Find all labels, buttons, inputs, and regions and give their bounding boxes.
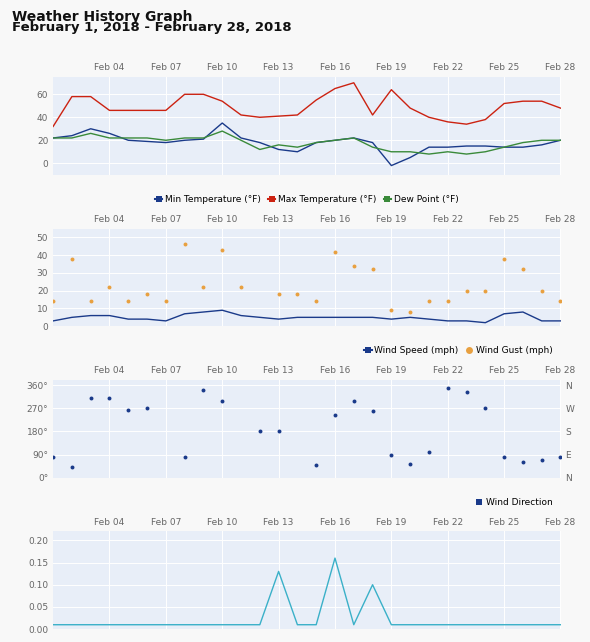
Point <box>218 395 227 406</box>
Point <box>180 452 189 462</box>
Point <box>556 296 565 306</box>
Point <box>443 296 453 306</box>
Point <box>67 254 77 264</box>
Point <box>499 254 509 264</box>
Point <box>161 296 171 306</box>
Point <box>386 449 396 460</box>
Point <box>199 385 208 395</box>
Point <box>424 296 434 306</box>
Point <box>405 307 415 317</box>
Point <box>312 460 321 470</box>
Point <box>405 458 415 469</box>
Point <box>537 455 546 465</box>
Point <box>537 286 546 296</box>
Point <box>105 282 114 292</box>
Point <box>518 457 527 467</box>
Point <box>330 247 340 257</box>
Point <box>424 447 434 457</box>
Point <box>462 386 471 397</box>
Text: February 1, 2018 - February 28, 2018: February 1, 2018 - February 28, 2018 <box>12 21 291 34</box>
Point <box>330 410 340 420</box>
Legend: Wind Speed (mph), Wind Gust (mph): Wind Speed (mph), Wind Gust (mph) <box>360 343 556 359</box>
Point <box>255 426 264 437</box>
Point <box>218 245 227 255</box>
Point <box>443 383 453 393</box>
Point <box>199 282 208 292</box>
Text: Weather History Graph: Weather History Graph <box>12 10 192 24</box>
Point <box>274 289 283 299</box>
Point <box>86 296 96 306</box>
Point <box>386 305 396 315</box>
Point <box>86 393 96 403</box>
Point <box>349 261 359 271</box>
Point <box>48 296 58 306</box>
Point <box>180 239 189 250</box>
Point <box>462 286 471 296</box>
Point <box>123 296 133 306</box>
Point <box>368 265 377 275</box>
Point <box>556 452 565 462</box>
Legend: Min Temperature (°F), Max Temperature (°F), Dew Point (°F): Min Temperature (°F), Max Temperature (°… <box>152 191 462 207</box>
Point <box>349 395 359 406</box>
Point <box>499 451 509 462</box>
Point <box>67 462 77 473</box>
Point <box>312 296 321 306</box>
Point <box>274 426 283 437</box>
Point <box>123 404 133 415</box>
Point <box>293 289 302 299</box>
Point <box>518 265 527 275</box>
Point <box>48 452 58 462</box>
Point <box>105 393 114 403</box>
Point <box>237 282 246 292</box>
Point <box>142 289 152 299</box>
Point <box>368 406 377 416</box>
Legend: Wind Direction: Wind Direction <box>472 494 556 510</box>
Point <box>481 286 490 296</box>
Point <box>142 403 152 413</box>
Point <box>481 403 490 413</box>
